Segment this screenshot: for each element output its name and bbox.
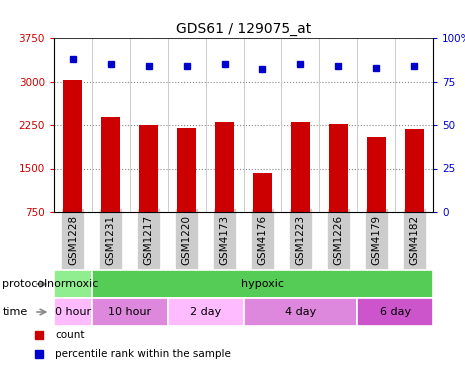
Bar [168, 298, 244, 326]
Bar [329, 124, 348, 212]
Text: 10 hour: 10 hour [108, 307, 152, 317]
Bar [177, 128, 196, 212]
Text: 2 day: 2 day [190, 307, 221, 317]
Bar [101, 117, 120, 212]
Bar [140, 125, 158, 212]
Text: 6 day: 6 day [379, 307, 411, 317]
Bar [367, 137, 385, 212]
Bar [405, 129, 424, 212]
Title: GDS61 / 129075_at: GDS61 / 129075_at [176, 22, 311, 36]
Text: normoxic: normoxic [47, 279, 99, 289]
Text: percentile rank within the sample: percentile rank within the sample [55, 349, 231, 359]
Text: hypoxic: hypoxic [241, 279, 284, 289]
Bar [244, 298, 357, 326]
Text: 0 hour: 0 hour [55, 307, 91, 317]
Bar [253, 172, 272, 212]
Bar [54, 270, 92, 298]
Text: protocol: protocol [2, 279, 47, 289]
Bar [357, 298, 433, 326]
Bar [291, 122, 310, 212]
Bar [92, 298, 168, 326]
Text: count: count [55, 330, 84, 340]
Text: time: time [2, 307, 27, 317]
Text: 4 day: 4 day [285, 307, 316, 317]
Bar [215, 122, 234, 212]
Bar [54, 298, 92, 326]
Bar [64, 81, 82, 212]
